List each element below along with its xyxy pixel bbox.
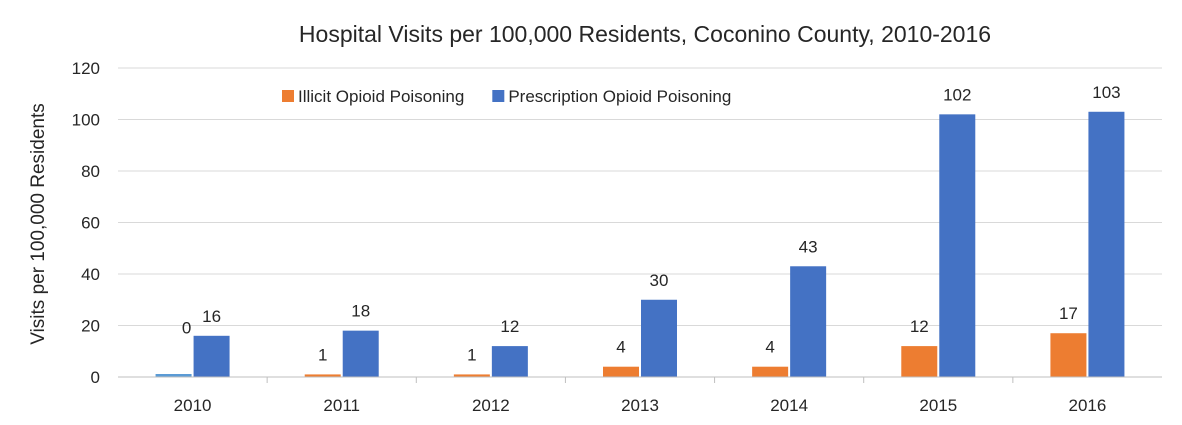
x-tick-label: 2015 xyxy=(919,396,957,415)
data-label: 12 xyxy=(500,317,519,336)
y-axis-label: Visits per 100,000 Residents xyxy=(28,103,49,345)
bars xyxy=(155,111,1125,378)
bar-prescription-opioid-poisoning xyxy=(790,266,827,377)
data-label: 4 xyxy=(765,338,774,357)
y-tick-label: 60 xyxy=(81,214,100,233)
x-tick-label: 2013 xyxy=(621,396,659,415)
x-tick-label: 2012 xyxy=(472,396,510,415)
x-tick-label: 2014 xyxy=(770,396,808,415)
y-tick-label: 120 xyxy=(72,59,100,78)
bar-prescription-opioid-poisoning xyxy=(342,330,379,377)
bar-illicit-opioid-poisoning xyxy=(304,374,341,377)
bar-prescription-opioid-poisoning xyxy=(939,114,976,377)
x-tick-label: 2016 xyxy=(1069,396,1107,415)
bar-prescription-opioid-poisoning xyxy=(491,346,528,377)
data-label: 16 xyxy=(202,307,221,326)
bar-illicit-opioid-poisoning xyxy=(453,374,490,377)
y-tick-label: 100 xyxy=(72,111,100,130)
y-tick-label: 0 xyxy=(91,368,100,387)
data-label: 102 xyxy=(943,85,971,104)
data-label: 4 xyxy=(616,338,625,357)
data-label: 43 xyxy=(799,237,818,256)
bar-prescription-opioid-poisoning xyxy=(641,299,677,377)
data-label: 18 xyxy=(351,302,370,321)
bar-illicit-opioid-poisoning xyxy=(752,366,789,377)
y-tick-label: 80 xyxy=(81,162,100,181)
y-tick-label: 40 xyxy=(81,265,100,284)
data-label: 103 xyxy=(1092,83,1120,102)
data-label: 1 xyxy=(318,345,327,364)
data-label: 1 xyxy=(467,345,476,364)
chart-title: Hospital Visits per 100,000 Residents, C… xyxy=(299,21,991,47)
gridlines xyxy=(118,67,1162,326)
legend-swatch xyxy=(282,90,294,102)
legend: Illicit Opioid Poisoning Prescription Opi… xyxy=(282,87,731,106)
legend-swatch xyxy=(492,90,505,102)
y-tick-label: 20 xyxy=(81,317,100,336)
legend-label: Illicit Opioid Poisoning xyxy=(298,87,464,106)
bar-prescription-opioid-poisoning xyxy=(1088,111,1125,378)
data-labels: 16 1 18 1 12 4 30 4 43 12 102 17 103 0 xyxy=(182,83,1121,365)
data-label: 17 xyxy=(1059,304,1078,323)
data-label: 0 xyxy=(182,319,191,338)
bar-illicit-opioid-poisoning xyxy=(603,366,639,377)
x-tick-label: 2011 xyxy=(323,396,360,415)
bar-illicit-opioid-poisoning xyxy=(901,346,938,377)
bar-illicit-opioid-poisoning xyxy=(1050,333,1087,377)
bar-2010-marker xyxy=(155,374,192,377)
data-label: 12 xyxy=(910,317,929,336)
legend-label: Prescription Opioid Poisoning xyxy=(508,87,731,106)
data-label: 30 xyxy=(650,271,669,290)
bar-prescription-opioid-poisoning xyxy=(193,335,230,377)
x-tick-label: 2010 xyxy=(174,396,212,415)
